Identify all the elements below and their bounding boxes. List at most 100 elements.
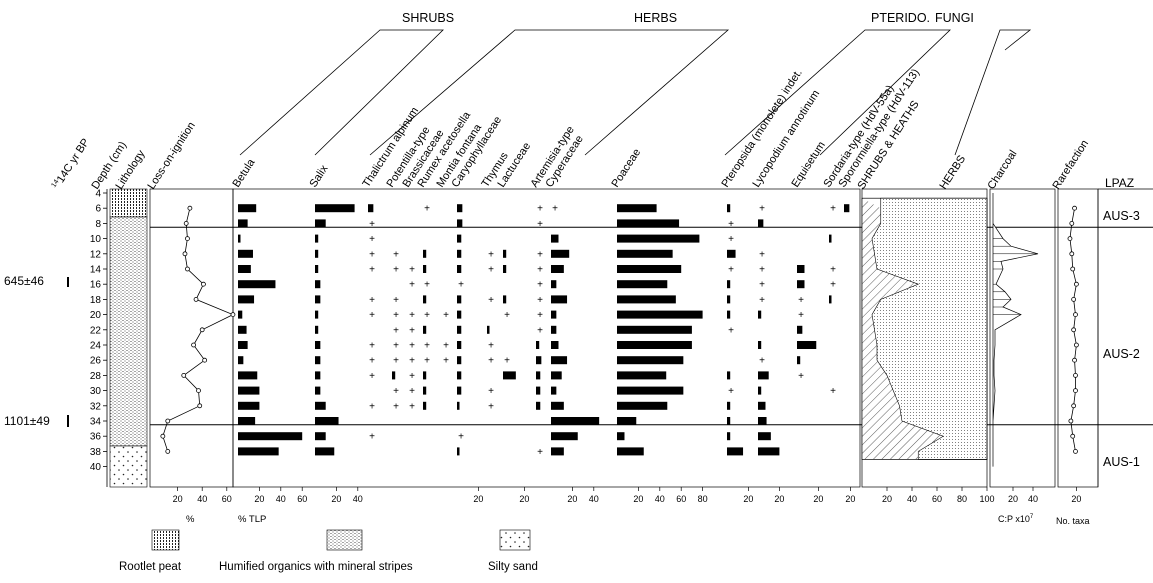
axis-lycopodium-annotinum-20-label: 20 [774, 494, 784, 504]
bar-salix-38 [315, 447, 335, 456]
presence-mark-thymus-24: + [488, 341, 494, 352]
bar-betula-22 [238, 325, 247, 334]
presence-mark-potentilla-type-14: + [393, 265, 399, 276]
bar-lycopodium-annotinum-30 [758, 386, 762, 395]
bar-cyperaceae-36 [551, 432, 578, 441]
taxa-bars: ++++++++++++++++++++++++++++++++++++++++… [238, 204, 850, 458]
depth-tick-label-22: 22 [90, 325, 102, 336]
bar-betula-30 [238, 386, 260, 395]
taxon-sporormiella-type-hdv-113 [844, 204, 850, 213]
bar-rumex-acetosella-32 [423, 401, 427, 410]
bar-caryophyllaceae-10 [457, 234, 462, 243]
summary-frame [861, 197, 988, 460]
summary-axis-100-label: 100 [979, 494, 994, 504]
group-fungi-label: FUNGI [935, 11, 974, 25]
lithology-silty-sand [109, 445, 148, 488]
bar-pteropsida-monolete-indet-12 [727, 249, 736, 258]
bar-salix-22 [315, 325, 319, 334]
legend: Rootlet peat Humified organics with mine… [119, 529, 538, 573]
panel-frame-3 [989, 188, 1056, 488]
loi-curve [160, 205, 236, 454]
bar-equisetum-24 [797, 341, 817, 349]
presence-mark-thalictrum-alpinum-12: + [369, 249, 375, 260]
summary-herbs-header: HERBS [937, 153, 968, 191]
axis-salix-20-label: 20 [331, 494, 341, 504]
loi-point-28 [181, 372, 187, 378]
loi-point-8 [183, 220, 189, 226]
bar-poaceae-14 [617, 265, 682, 273]
bar-rumex-acetosella-14 [423, 265, 427, 273]
bar-salix-24 [315, 341, 321, 349]
bar-lycopodium-annotinum-38 [758, 447, 780, 456]
bar-caryophyllaceae-8 [457, 219, 463, 228]
depth-ticks: 4 6 8 10 12 14 16 18 20 22 24 26 28 30 32 34 36 38 40 [90, 189, 107, 473]
presence-mark-lycopodium-annotinum-18: + [759, 295, 765, 306]
bar-pteropsida-monolete-indet-18 [727, 295, 731, 304]
presence-mark-thalictrum-alpinum-18: + [369, 295, 375, 306]
presence-mark-potentilla-type-22: + [393, 325, 399, 336]
bar-cyperaceae-22 [551, 325, 557, 334]
presence-mark-thalictrum-alpinum-28: + [369, 371, 375, 382]
bar-caryophyllaceae-28 [457, 371, 462, 380]
axis-sordaria-type-hdv-55a-20-label: 20 [845, 494, 855, 504]
rarefaction-point-36 [1070, 433, 1076, 439]
bar-lycopodium-annotinum-28 [758, 371, 769, 380]
presence-mark-brassicaceae-26: + [409, 356, 415, 367]
presence-mark-cyperaceae-6: + [552, 204, 558, 215]
presence-mark-lactuceae-20: + [504, 310, 510, 321]
presence-mark-potentilla-type-26: + [393, 356, 399, 367]
taxon-sordaria-type-hdv-55a: + + + + [829, 204, 836, 397]
bar-sporormiella-type-hdv-113-6 [844, 204, 850, 213]
summary-diagram [861, 197, 988, 460]
presence-mark-thalictrum-alpinum-32: + [369, 401, 375, 412]
bar-pteropsida-monolete-indet-6 [727, 204, 731, 213]
loi-point-16 [201, 281, 206, 287]
bar-cyperaceae-38 [551, 447, 564, 456]
axis-caryophyllaceae-20-label: 20 [473, 494, 483, 504]
bar-poaceae-38 [617, 447, 644, 456]
presence-mark-brassicaceae-20: + [409, 310, 415, 321]
age-645: 645±46 [4, 274, 44, 288]
rarefaction-point-34 [1068, 418, 1074, 424]
summary-axis-20-label: 20 [882, 494, 892, 504]
depth-tick-label-14: 14 [90, 265, 102, 276]
taxon-pteropsida-monolete-indet: + + + + + [727, 204, 744, 456]
depth-tick-label-16: 16 [90, 280, 102, 291]
rarefaction-point-8 [1069, 220, 1075, 226]
axis-cyperaceae-20-label: 20 [567, 494, 577, 504]
presence-mark-brassicaceae-30: + [409, 386, 415, 397]
presence-mark-artemisia-type-8: + [537, 219, 543, 230]
rarefaction-point-6 [1072, 205, 1077, 211]
group-pterido-label: PTERIDO. [871, 11, 930, 25]
presence-mark-pteropsida-monolete-indet-14: + [728, 265, 734, 276]
rarefaction-point-12 [1069, 251, 1075, 257]
presence-mark-artemisia-type-14: + [537, 265, 543, 276]
legend-label-sand: Silty sand [488, 561, 538, 573]
loi-point-32 [197, 403, 203, 409]
bar-salix-10 [315, 234, 319, 243]
taxon-lactuceae: ++ [503, 249, 516, 380]
bar-equisetum-16 [797, 280, 805, 289]
bar-poaceae-26 [617, 356, 684, 365]
presence-mark-rumex-acetosella-20: + [424, 310, 430, 321]
bar-salix-20 [315, 310, 319, 319]
loi-point-18 [193, 296, 199, 302]
bar-caryophyllaceae-24 [457, 341, 462, 349]
bar-caryophyllaceae-38 [457, 447, 460, 456]
loi-point-26 [202, 357, 208, 363]
bar-poaceae-32 [617, 401, 668, 410]
taxon-cyperaceae: + [551, 204, 600, 456]
bar-betula-32 [238, 401, 260, 410]
legend-label-humified: Humified organics with mineral stripes [219, 561, 413, 573]
depth-tick-label-10: 10 [90, 234, 102, 245]
bar-poaceae-12 [617, 249, 673, 258]
age-1101-marker [67, 415, 69, 427]
bar-betula-12 [238, 249, 253, 258]
bar-thalictrum-alpinum-6 [368, 204, 374, 213]
summary-axis-80-label: 80 [957, 494, 967, 504]
presence-mark-caryophyllaceae-16: + [458, 280, 464, 291]
bar-rumex-acetosella-28 [423, 371, 427, 380]
bar-caryophyllaceae-6 [457, 204, 463, 213]
lithology-humified-organics [109, 216, 148, 447]
taxon-caryophyllaceae: ++ [457, 204, 464, 456]
